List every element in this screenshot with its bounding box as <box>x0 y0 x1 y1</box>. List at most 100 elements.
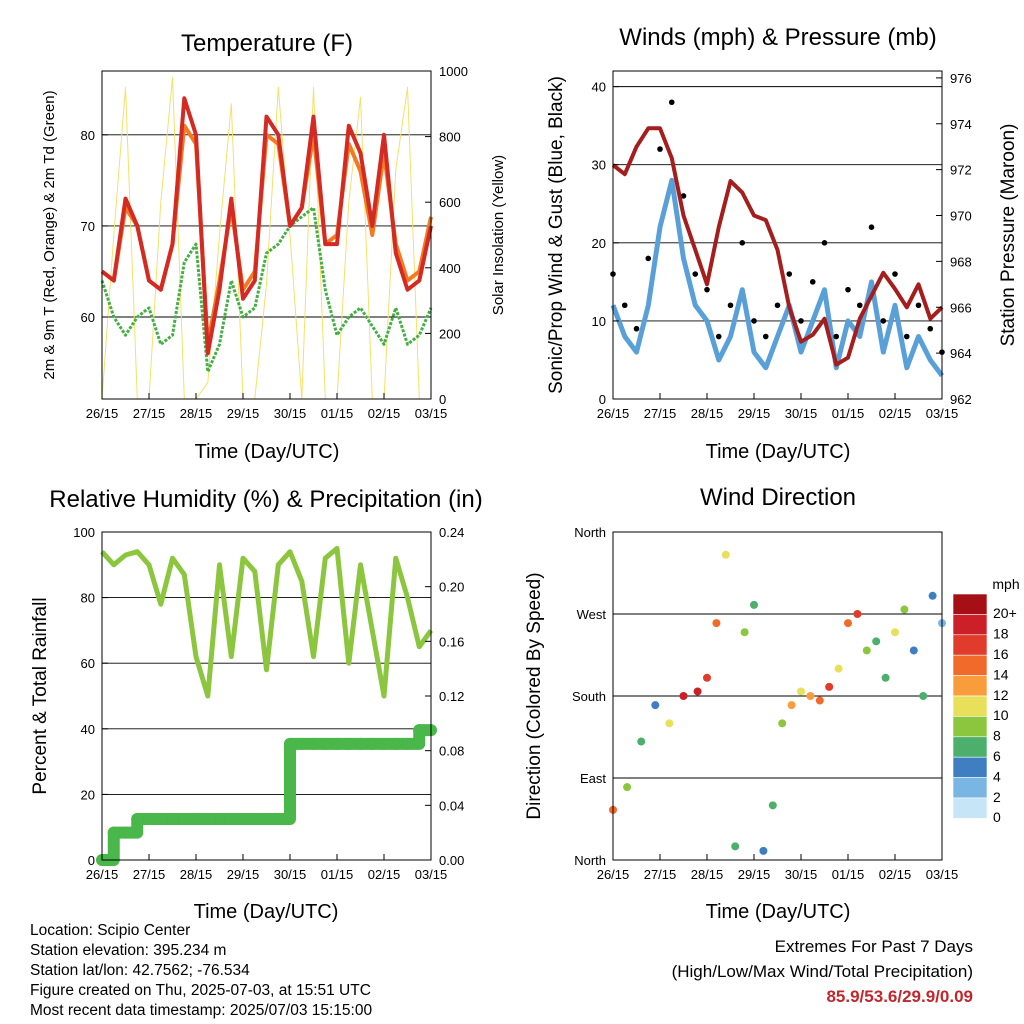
wind-gust-point <box>680 193 687 199</box>
speed-legend-label: 8 <box>993 728 1001 744</box>
rh-rain-point <box>389 737 402 750</box>
wind-plot-frame <box>612 70 943 400</box>
rh-xtick-label: 26/15 <box>86 867 119 882</box>
rh-xtick-label: 03/15 <box>415 867 448 882</box>
wind-gust-point <box>704 286 710 293</box>
dir-point <box>825 682 834 691</box>
rh-ytick-label: 0 <box>88 853 95 868</box>
rh-rain-point <box>331 737 343 750</box>
temp-xtick-label: 30/15 <box>274 406 307 421</box>
dir-point <box>740 628 749 637</box>
dir-point <box>637 737 646 746</box>
speed-legend-swatch <box>952 654 988 676</box>
wind-xtick-label: 27/15 <box>644 406 677 421</box>
rh-rain-point <box>131 813 144 825</box>
speed-legend-swatch <box>952 614 988 636</box>
temp-ylabel: 2m & 9m T (Red, Orange) & 2m Td (Green) <box>41 90 58 379</box>
dir-ytick-label: North <box>574 525 606 540</box>
speed-legend-label: 0 <box>993 809 1001 825</box>
extremes-subheading: (High/Low/Max Wind/Total Precipitation) <box>671 962 973 981</box>
wind-ytick-label: 10 <box>592 314 606 329</box>
temp-y2-ytick-label: 400 <box>439 261 461 276</box>
dir-point <box>703 673 711 682</box>
extremes-values: 85.9/53.6/29.9/0.09 <box>826 987 973 1006</box>
speed-legend-label: 14 <box>993 666 1009 682</box>
dir-xtick-label: 26/15 <box>597 867 630 882</box>
rh-rain-point <box>225 813 238 825</box>
rh-rain-point <box>366 737 379 750</box>
wind-gust-point <box>715 333 722 340</box>
speed-legend-label: 12 <box>993 687 1009 703</box>
rh-rain-point <box>260 813 273 825</box>
wind-title: Winds (mph) & Pressure (mb) <box>619 24 936 51</box>
rh-rain-point <box>201 813 214 825</box>
speed-legend-swatch <box>952 593 988 615</box>
wind-y2-ytick-label: 970 <box>950 209 972 224</box>
dir-xlabel: Time (Day/UTC) <box>706 901 851 923</box>
dir-point <box>651 701 660 710</box>
dir-point <box>881 673 890 682</box>
wind-y2-ytick-label: 974 <box>950 117 972 132</box>
rh-series-humidity <box>100 545 434 699</box>
rh-ytick-label: 20 <box>81 787 95 802</box>
rh-xtick-label: 28/15 <box>180 867 213 882</box>
dir-point <box>787 701 796 710</box>
dir-ytick-label: North <box>574 853 606 868</box>
dir-point <box>900 605 909 614</box>
speed-legend-swatch <box>952 695 988 717</box>
wind-y2-ytick-label: 964 <box>950 346 972 361</box>
wind-ylabel: Sonic/Prop Wind & Gust (Blue, Black) <box>546 76 567 394</box>
rh-rain-point <box>154 813 167 825</box>
rh-xtick-label: 01/15 <box>321 867 354 882</box>
rh-xtick-label: 30/15 <box>274 867 307 882</box>
rh-rain-point <box>166 813 179 825</box>
wind-y2-ytick-label: 968 <box>950 254 972 269</box>
wind-gust-point <box>903 333 910 340</box>
wind-gust-point <box>845 286 851 293</box>
temp-xtick-label: 03/15 <box>415 406 448 421</box>
wind-ytick-label: 0 <box>599 392 606 407</box>
speed-legend-swatch <box>952 756 988 778</box>
dir-point <box>665 719 674 728</box>
rh-rain-point <box>354 737 367 750</box>
wind-gust-point <box>621 302 628 309</box>
rh-ytick-label: 80 <box>81 591 95 606</box>
speed-legend-label: 4 <box>993 768 1001 784</box>
rh-rain-point <box>295 737 308 750</box>
wind-y2-ytick-label: 972 <box>950 163 972 178</box>
speed-legend-swatch <box>952 797 988 819</box>
dir-xtick-label: 02/15 <box>879 867 912 882</box>
temp-y2label: Solar Insolation (Yellow) <box>490 155 507 315</box>
wind-gust-point <box>798 318 804 324</box>
wind-xtick-label: 02/15 <box>879 406 912 421</box>
temp-y2-ytick-label: 1000 <box>439 64 468 79</box>
speed-legend-label: 20+ <box>993 605 1017 621</box>
recent-timestamp: Most recent data timestamp: 2025/07/03 1… <box>30 1002 373 1019</box>
temp-plot-frame <box>101 70 432 400</box>
wind-gust-point <box>762 333 769 340</box>
wind-gust-point <box>868 224 875 230</box>
wind-gust-point <box>856 302 863 309</box>
rh-y2-ytick-label: 0.08 <box>439 744 464 759</box>
dir-point <box>844 619 852 628</box>
rh-xtick-label: 27/15 <box>133 867 166 882</box>
station-elevation: Station elevation: 395.234 m <box>30 942 227 959</box>
dir-point <box>806 692 815 700</box>
temp-y2-ytick-label: 800 <box>439 130 461 145</box>
wind-gust-point <box>645 255 652 262</box>
wind-xtick-label: 30/15 <box>785 406 818 421</box>
speed-legend-label: 2 <box>993 789 1001 805</box>
temp-xtick-label: 02/15 <box>368 406 401 421</box>
rh-ylabel: Percent & Total Rainfall <box>30 597 51 794</box>
dir-point <box>797 687 805 696</box>
rh-rain-point <box>401 737 414 750</box>
dir-point <box>891 628 899 637</box>
temp-ytick-label: 60 <box>81 310 95 325</box>
dir-point <box>768 801 777 810</box>
wind-y2label: Station Pressure (Maroon) <box>998 124 1019 347</box>
rh-rain-point <box>213 813 226 825</box>
wind-gust-point <box>833 333 840 340</box>
dir-point <box>712 619 721 628</box>
speed-legend-swatch <box>952 634 988 656</box>
